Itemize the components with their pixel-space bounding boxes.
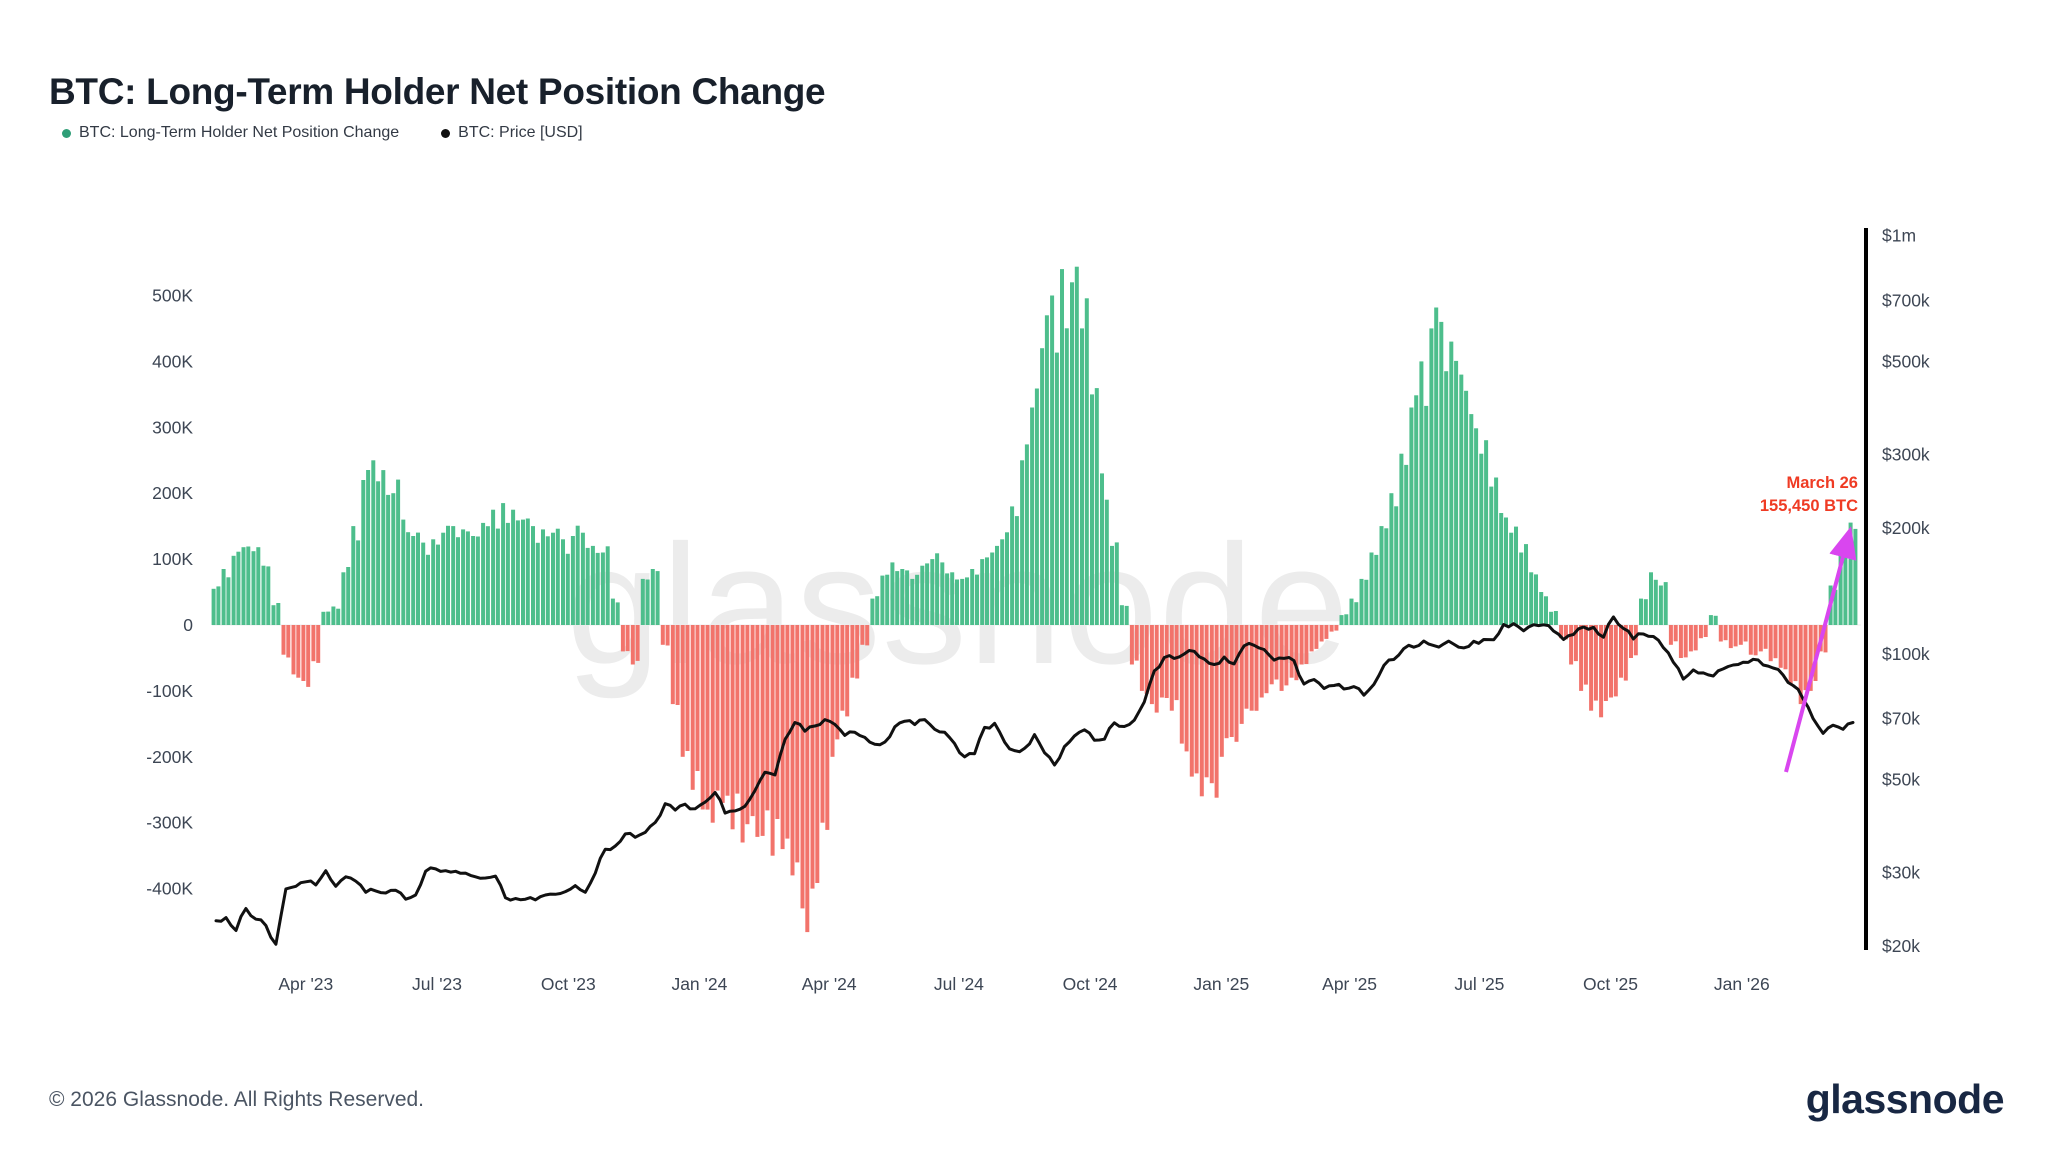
copyright-text: © 2026 Glassnode. All Rights Reserved. (49, 1088, 425, 1111)
x-axis-tick-label: Apr '25 (1322, 974, 1377, 994)
left-axis-tick-label: -100K (146, 681, 193, 701)
right-axis-tick-label: $500k (1882, 352, 1930, 372)
left-axis-tick-label: 400K (152, 351, 193, 371)
right-axis-tick-label: $20k (1882, 936, 1920, 956)
x-axis-tick-label: Apr '24 (802, 974, 857, 994)
annotation-date: March 26 (1786, 474, 1858, 492)
left-axis-tick-label: -200K (146, 747, 193, 767)
right-axis-tick-label: $200k (1882, 518, 1930, 538)
x-axis-tick-label: Jan '25 (1193, 974, 1249, 994)
left-axis-tick-label: -400K (146, 879, 193, 899)
left-axis-tick-label: -300K (146, 813, 193, 833)
lth-net-position-bars (211, 266, 1858, 933)
x-axis-tick-label: Oct '23 (541, 974, 596, 994)
legend-label-net-position: BTC: Long-Term Holder Net Position Chang… (79, 124, 400, 141)
price-line (214, 615, 1855, 946)
x-axis-tick-label: Oct '24 (1063, 974, 1118, 994)
right-axis-tick-label: $70k (1882, 709, 1920, 729)
left-axis-tick-label: 300K (152, 417, 193, 437)
x-axis-tick-label: Jan '26 (1714, 974, 1770, 994)
left-axis-tick-label: 100K (152, 549, 193, 569)
legend-item-price[interactable]: BTC: Price [USD] (441, 124, 583, 142)
annotation-arrow-icon (1784, 526, 1857, 773)
right-axis-tick-label: $100k (1882, 644, 1930, 664)
right-axis-tick-label: $300k (1882, 444, 1930, 464)
x-axis-tick-label: Apr '23 (278, 974, 333, 994)
legend-dot-net-position-icon (62, 128, 71, 138)
annotation-march-26: March 26 155,450 BTC (1760, 472, 1858, 518)
page-title: BTC: Long-Term Holder Net Position Chang… (49, 70, 826, 112)
left-axis-tick-label: 200K (152, 483, 193, 503)
left-axis-tick-label: 500K (152, 286, 193, 306)
chart-legend: BTC: Long-Term Holder Net Position Chang… (62, 124, 583, 142)
legend-item-net-position[interactable]: BTC: Long-Term Holder Net Position Chang… (62, 124, 399, 142)
right-axis-tick-label: $50k (1882, 770, 1920, 790)
right-axis-tick-label: $30k (1882, 863, 1920, 883)
glassnode-logo: glassnode (1805, 1076, 2005, 1122)
right-axis-tick-label: $1m (1882, 226, 1916, 246)
x-axis-tick-label: Jul '23 (412, 974, 462, 994)
x-axis-tick-label: Jan '24 (671, 974, 727, 994)
x-axis-tick-label: Jul '25 (1454, 974, 1504, 994)
legend-dot-price-icon (441, 128, 451, 138)
x-axis-tick-label: Oct '25 (1583, 974, 1638, 994)
annotation-value: 155,450 BTC (1759, 497, 1858, 516)
x-axis-tick-label: Jul '24 (934, 974, 984, 994)
right-axis-tick-label: $700k (1882, 290, 1930, 310)
left-axis-tick-label: 0 (183, 615, 193, 635)
legend-label-price: BTC: Price [USD] (458, 124, 583, 141)
